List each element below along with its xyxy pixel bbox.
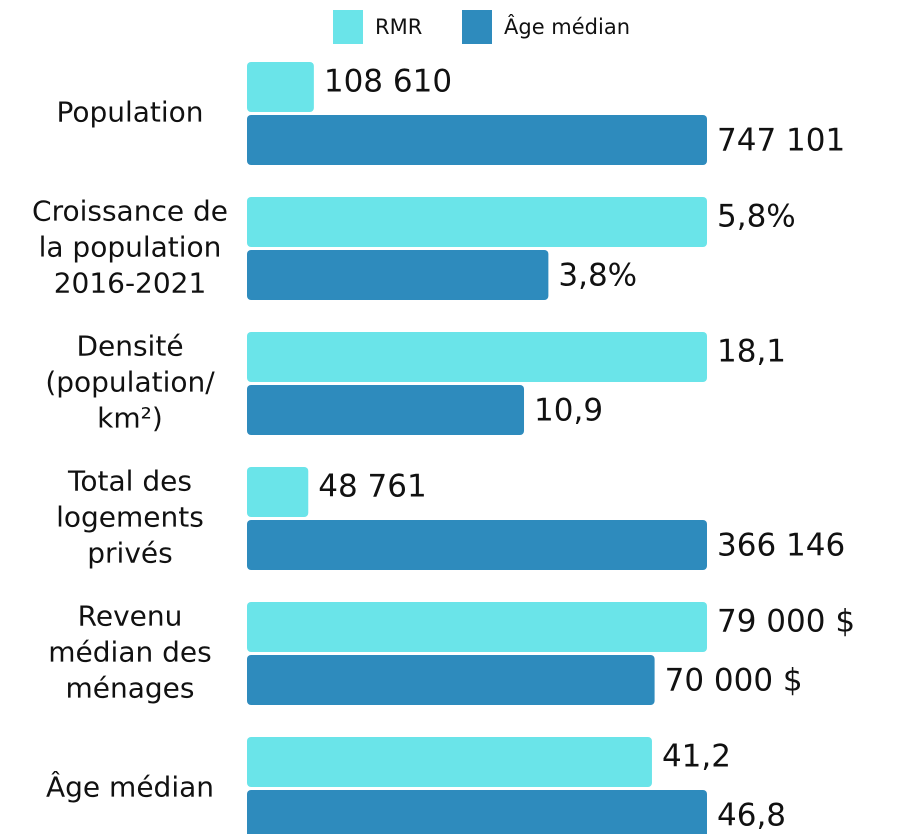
- value-label: 3,8%: [558, 258, 637, 294]
- value-label: 366 146: [717, 528, 845, 564]
- bar: [247, 520, 707, 570]
- value-label: 41,2: [662, 739, 731, 775]
- bar: [247, 602, 707, 652]
- bar: [247, 385, 525, 435]
- category-label: Revenu médian des ménages: [48, 600, 211, 705]
- value-label: 48 761: [318, 469, 426, 505]
- bar: [247, 115, 707, 165]
- bar: [247, 197, 707, 247]
- legend-swatch: [333, 10, 363, 44]
- category-label: Âge médian: [46, 770, 214, 804]
- category-label: Croissance de la population 2016-2021: [32, 195, 228, 300]
- legend-swatch: [462, 10, 492, 44]
- category-label: Population: [56, 96, 203, 129]
- bar: [247, 332, 707, 382]
- bar: [247, 655, 655, 705]
- value-label: 5,8%: [717, 199, 796, 235]
- value-label: 79 000 $: [717, 604, 855, 640]
- value-label: 46,8: [717, 798, 786, 834]
- value-label: 18,1: [717, 334, 786, 370]
- category-label: Densité (population/km²): [45, 330, 215, 435]
- bar: [247, 737, 652, 787]
- legend-label: Âge médian: [504, 14, 630, 39]
- value-label: 747 101: [717, 123, 845, 159]
- value-label: 108 610: [324, 64, 452, 100]
- value-label: 10,9: [534, 393, 603, 429]
- category-label: Total des logements privés: [56, 465, 204, 570]
- value-label: 70 000 $: [665, 663, 803, 699]
- bar: [247, 250, 549, 300]
- bar: [247, 62, 314, 112]
- legend-label: RMR: [375, 15, 422, 39]
- bar: [247, 467, 309, 517]
- bar: [247, 790, 707, 834]
